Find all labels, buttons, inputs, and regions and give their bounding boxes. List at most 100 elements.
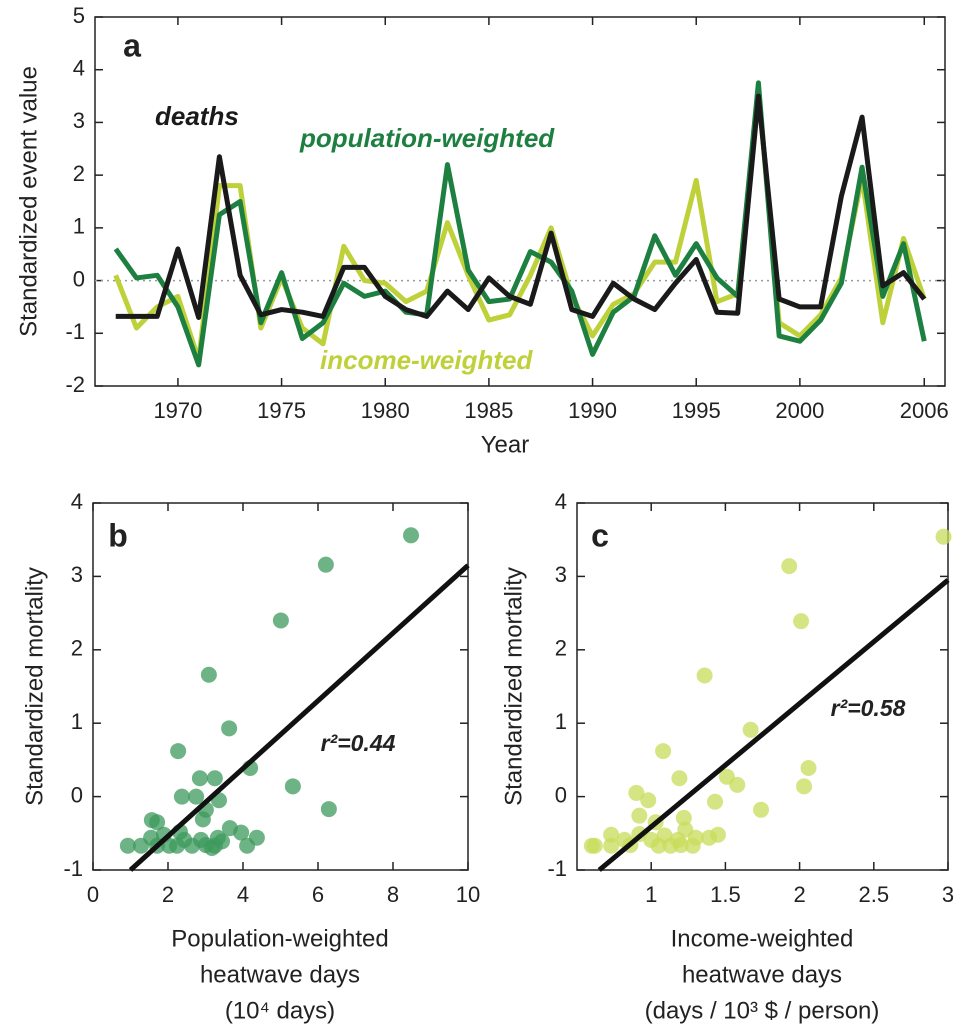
scatter-point [200, 666, 217, 683]
fit-annotation: r²=0.44 [321, 730, 396, 756]
scatter-point [317, 556, 334, 573]
y-axis-label: Standardized mortality [21, 567, 48, 806]
x-tick-label: 1985 [464, 398, 513, 423]
x-tick-label: 2.5 [859, 882, 890, 907]
scatter-point [796, 778, 813, 795]
y-tick-label: 4 [71, 489, 83, 514]
x-tick-label: 2 [162, 882, 174, 907]
scatter-point [239, 837, 256, 854]
y-tick-label: 3 [73, 108, 85, 133]
scatter-point [170, 743, 187, 760]
x-tick-label: 1980 [361, 398, 410, 423]
y-tick-label: -2 [65, 372, 85, 397]
series-label: population-weighted [299, 123, 555, 153]
scatter-point [800, 759, 817, 776]
scatter-point [603, 837, 620, 854]
y-tick-label: 1 [73, 214, 85, 239]
panel-letter: c [591, 517, 609, 553]
scatter-point [221, 720, 238, 737]
y-axis-label: Standardized event value [15, 66, 42, 337]
y-tick-label: 1 [555, 709, 567, 734]
panel-letter: a [123, 27, 141, 63]
x-tick-label: 1970 [153, 398, 202, 423]
scatter-point [233, 824, 250, 841]
plot-frame [92, 502, 469, 871]
x-tick-label: 6 [312, 882, 324, 907]
scatter-point [684, 837, 701, 854]
scatter-point [176, 831, 193, 848]
y-tick-label: 3 [555, 562, 567, 587]
y-tick-label: 1 [71, 709, 83, 734]
y-tick-label: 3 [71, 562, 83, 587]
x-axis-label: Income-weighted [671, 925, 854, 952]
y-tick-label: -1 [65, 319, 85, 344]
scatter-point [272, 612, 289, 629]
scatter-point [320, 801, 337, 818]
scatter-point [696, 667, 713, 684]
scatter-point [149, 814, 166, 831]
y-tick-label: 0 [71, 782, 83, 807]
series-label: deaths [155, 101, 239, 131]
fit-line [597, 578, 950, 872]
scatter-point [191, 770, 208, 787]
y-tick-label: 2 [73, 161, 85, 186]
series-line [113, 80, 927, 368]
x-tick-label: 0 [87, 882, 99, 907]
fit-annotation: r²=0.58 [831, 695, 906, 721]
y-tick-label: 2 [71, 636, 83, 661]
x-tick-label: 1995 [672, 398, 721, 423]
scatter-point [586, 837, 603, 854]
scatter-point [603, 826, 620, 843]
x-tick-label: 1.5 [710, 882, 741, 907]
scatter-point [403, 527, 419, 544]
x-tick-label: 3 [942, 882, 954, 907]
scatter-point [640, 792, 657, 809]
scatter-point [214, 833, 230, 850]
x-tick-label: 2006 [900, 398, 949, 423]
scatter-point [701, 829, 718, 846]
x-axis-label: heatwave days [200, 961, 360, 988]
series-label: income-weighted [320, 345, 533, 375]
panel-letter: b [108, 517, 128, 553]
x-axis-label: Population-weighted [171, 925, 389, 952]
y-tick-label: 4 [73, 56, 85, 81]
scatter-point [675, 809, 692, 826]
scatter-point [671, 770, 688, 787]
x-axis-label: (10⁴ days) [225, 997, 335, 1024]
scatter-point [781, 558, 798, 575]
scatter-point [742, 721, 759, 738]
x-tick-label: 2 [793, 882, 805, 907]
scatter-point [793, 613, 810, 630]
y-tick-label: 0 [555, 782, 567, 807]
x-axis-label: (days / 10³ $ / person) [645, 997, 880, 1024]
scatter-point [729, 776, 746, 793]
scatter-point [935, 528, 952, 545]
x-tick-label: 4 [237, 882, 249, 907]
scatter-point [753, 801, 770, 818]
fit-line [128, 563, 470, 872]
scatter-point [194, 811, 211, 828]
y-axis-label: Standardized mortality [500, 567, 527, 806]
x-tick-label: 1975 [257, 398, 306, 423]
x-tick-label: 1990 [568, 398, 617, 423]
scatter-point [133, 837, 149, 854]
scatter-point [628, 784, 645, 801]
y-tick-label: -1 [547, 856, 567, 881]
y-tick-label: -1 [63, 856, 83, 881]
plot-frame [94, 16, 946, 387]
scatter-point [631, 807, 648, 824]
x-axis-label: heatwave days [682, 961, 842, 988]
scatter-point [284, 778, 301, 795]
scatter-point [655, 743, 672, 760]
scatter-point [707, 793, 724, 810]
y-tick-label: 0 [73, 266, 85, 291]
y-tick-label: 5 [73, 3, 85, 28]
scatter-point [672, 837, 689, 854]
y-tick-label: 4 [555, 489, 567, 514]
plot-frame [576, 502, 949, 871]
x-tick-label: 8 [387, 882, 399, 907]
x-axis-label: Year [481, 431, 530, 458]
scatter-point [643, 831, 660, 848]
scatter-point [206, 770, 223, 787]
